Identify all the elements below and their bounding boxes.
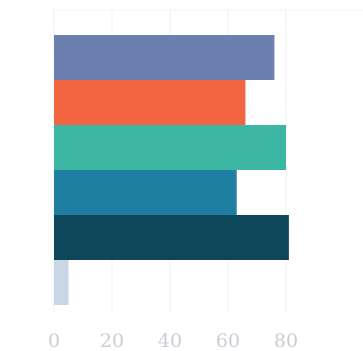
bar-1	[54, 35, 275, 80]
x-tick-label-0: 0	[48, 330, 60, 351]
bar-5	[54, 215, 289, 260]
x-tick-label-80: 80	[274, 330, 298, 351]
x-axis-ticks: 0 20 40 60 80	[48, 330, 298, 351]
x-tick-label-60: 60	[216, 330, 240, 351]
bar-6	[54, 260, 69, 305]
bar-3	[54, 125, 286, 170]
bar-4	[54, 170, 237, 215]
x-tick-label-20: 20	[100, 330, 124, 351]
bars-layer	[54, 35, 289, 305]
bar-2	[54, 80, 246, 125]
x-tick-label-40: 40	[158, 330, 182, 351]
